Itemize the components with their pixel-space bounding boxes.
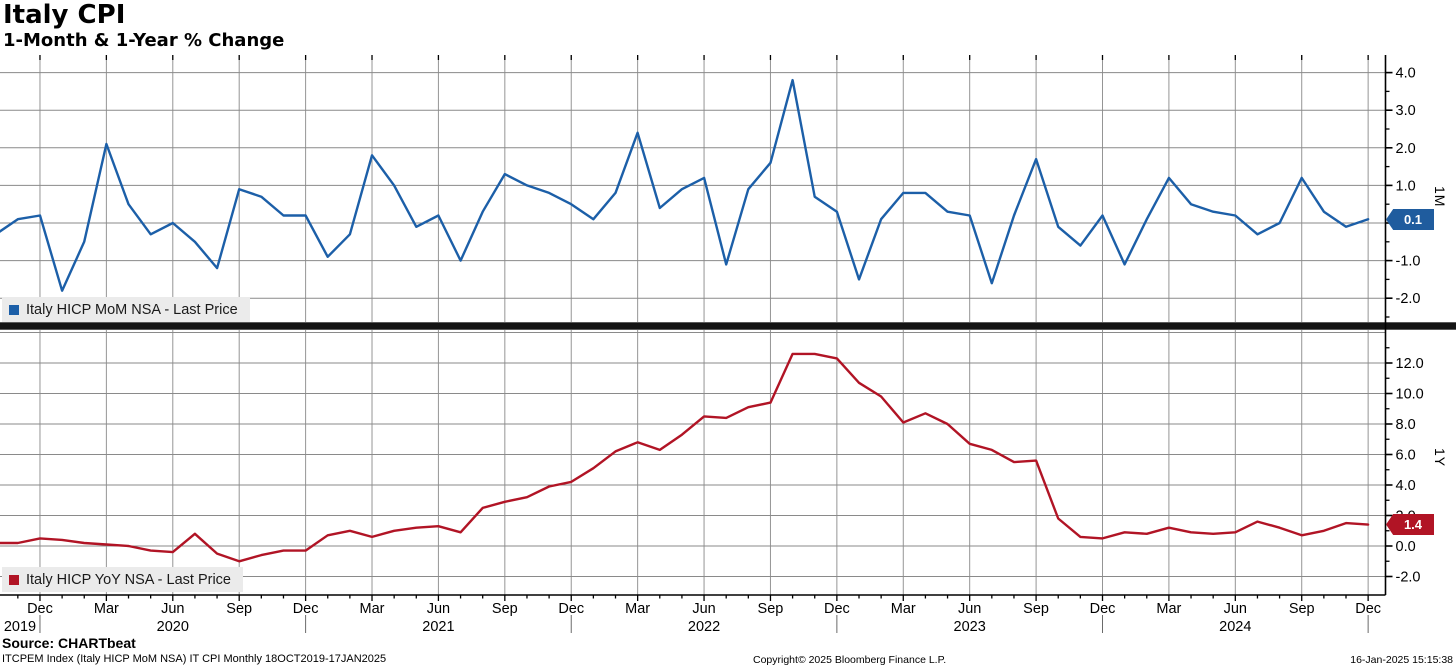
svg-text:Dec: Dec [293, 601, 319, 617]
svg-text:Jun: Jun [1224, 601, 1247, 617]
svg-text:-2.0: -2.0 [1396, 291, 1421, 307]
axis-label-1m: 1M [1432, 186, 1448, 208]
svg-text:2020: 2020 [157, 619, 189, 635]
svg-text:4.0: 4.0 [1396, 478, 1416, 494]
svg-text:Mar: Mar [625, 601, 650, 617]
legend-mom-label: Italy HICP MoM NSA - Last Price [26, 301, 238, 318]
svg-text:Sep: Sep [1023, 601, 1049, 617]
svg-text:1.0: 1.0 [1396, 178, 1416, 194]
mom-series-swatch-icon [9, 304, 19, 315]
copyright: Copyright© 2025 Bloomberg Finance L.P. [753, 654, 947, 665]
mom-last-price-badge: 0.1 [1386, 209, 1434, 230]
page-title: Italy CPI [3, 0, 126, 30]
svg-text:Jun: Jun [427, 601, 450, 617]
svg-text:2024: 2024 [1219, 619, 1251, 635]
svg-text:0.0: 0.0 [1396, 539, 1416, 555]
x-axis-ticks-and-labels: Dec Mar Jun Sep Dec Mar Jun Sep Dec Mar Jun Sep Dec M… [4, 595, 1381, 635]
gridlines [0, 55, 1386, 595]
svg-text:2021: 2021 [422, 619, 454, 635]
svg-text:Sep: Sep [1289, 601, 1315, 617]
svg-text:-1.0: -1.0 [1396, 254, 1421, 270]
ticker-info: ITCPEM Index (Italy HICP MoM NSA) IT CPI… [2, 653, 387, 665]
svg-text:4.0: 4.0 [1396, 66, 1416, 82]
svg-text:Jun: Jun [161, 601, 184, 617]
svg-text:12.0: 12.0 [1396, 356, 1424, 372]
svg-text:2022: 2022 [688, 619, 720, 635]
legend-mom[interactable]: Italy HICP MoM NSA - Last Price [2, 297, 250, 322]
svg-text:Dec: Dec [558, 601, 584, 617]
svg-text:2.0: 2.0 [1396, 141, 1416, 157]
svg-text:Dec: Dec [1355, 601, 1381, 617]
axes [0, 55, 1387, 596]
svg-text:Mar: Mar [1156, 601, 1181, 617]
svg-text:Mar: Mar [891, 601, 916, 617]
svg-text:10.0: 10.0 [1396, 387, 1424, 403]
svg-text:Sep: Sep [492, 601, 518, 617]
svg-text:Jun: Jun [958, 601, 981, 617]
mom-line-series [0, 78, 1370, 292]
page-subtitle: 1-Month & 1-Year % Change [3, 30, 285, 51]
svg-text:Sep: Sep [758, 601, 784, 617]
yoy-line-series [0, 352, 1370, 563]
svg-text:Dec: Dec [1090, 601, 1116, 617]
yoy-last-price-badge: 1.4 [1386, 514, 1434, 535]
svg-text:3.0: 3.0 [1396, 103, 1416, 119]
svg-text:Mar: Mar [360, 601, 385, 617]
svg-text:2019: 2019 [4, 619, 36, 635]
top-edge-ticks [39, 55, 1369, 60]
svg-text:2023: 2023 [954, 619, 986, 635]
svg-text:Dec: Dec [824, 601, 850, 617]
svg-text:Mar: Mar [94, 601, 119, 617]
yoy-series-swatch-icon [9, 574, 19, 585]
timestamp: 16-Jan-2025 15:15:38 [1350, 654, 1453, 665]
legend-yoy[interactable]: Italy HICP YoY NSA - Last Price [2, 567, 243, 592]
svg-text:Jun: Jun [692, 601, 715, 617]
right-axis-ticks: 4.0 3.0 2.0 1.0 0.0 -1.0 -2.0 12.0 10.0 8.0 6.0 4.0… [1385, 66, 1424, 586]
svg-text:Sep: Sep [226, 601, 252, 617]
axis-label-1y: 1Y [1432, 448, 1448, 468]
svg-text:8.0: 8.0 [1396, 417, 1416, 433]
svg-text:6.0: 6.0 [1396, 448, 1416, 464]
svg-text:Dec: Dec [27, 601, 53, 617]
legend-yoy-label: Italy HICP YoY NSA - Last Price [26, 571, 231, 588]
svg-text:-2.0: -2.0 [1396, 570, 1421, 586]
source-label: Source: CHARTbeat [2, 635, 136, 651]
panel-divider [0, 322, 1456, 330]
